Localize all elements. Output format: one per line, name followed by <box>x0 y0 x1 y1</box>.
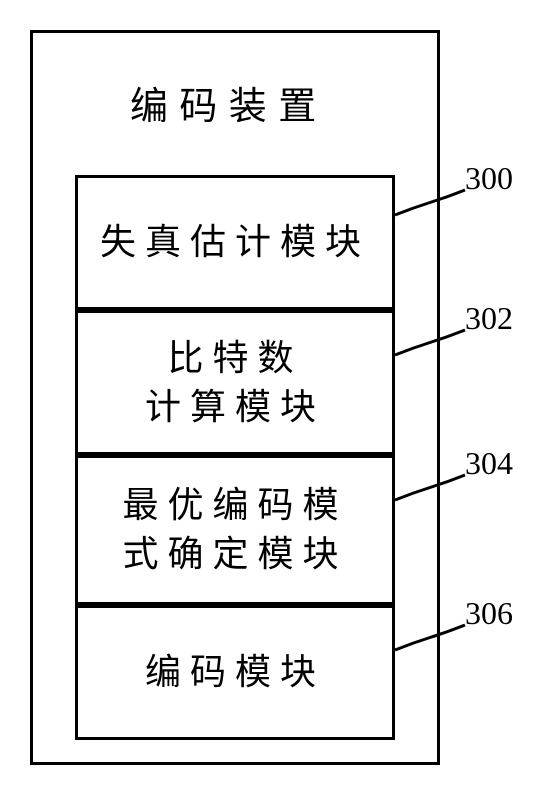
block-306-connector <box>395 625 465 650</box>
connectors-layer <box>0 0 551 798</box>
block-300-connector <box>395 190 465 215</box>
block-304-connector <box>395 475 465 500</box>
block-302-connector <box>395 330 465 355</box>
